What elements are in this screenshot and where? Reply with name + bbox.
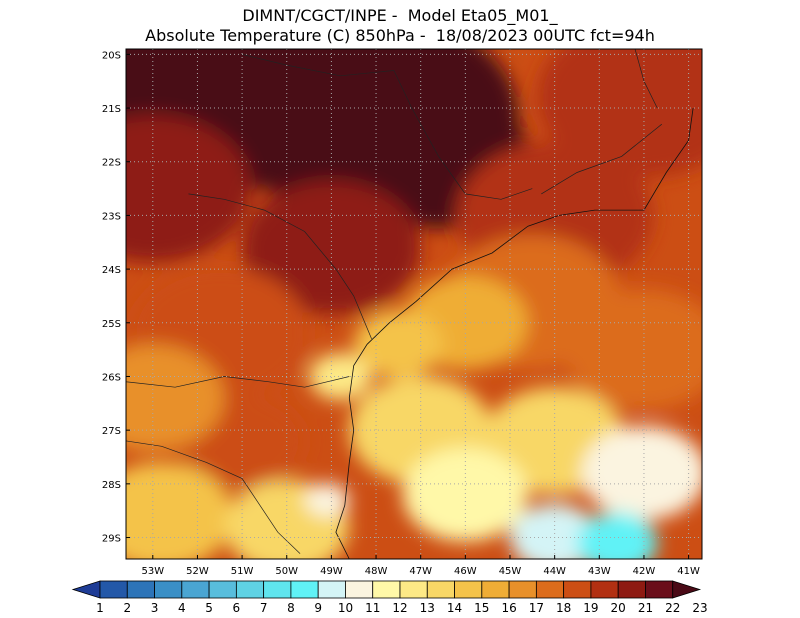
lat-tick-label: 26S — [102, 372, 121, 383]
graticule — [126, 49, 702, 559]
lat-tick-label: 28S — [102, 480, 121, 491]
colorbar-arrow-low — [71, 580, 101, 599]
coastline-borders — [126, 49, 694, 559]
colorbar-swatch — [372, 580, 401, 599]
longitude-ticks: 53W 52W 51W 50W 49W 48W 47W 46W 45W 44W 43W 42W 41W — [141, 555, 700, 577]
lon-tick-label: 52W — [186, 566, 209, 577]
colorbar-swatch — [290, 580, 319, 599]
colorbar-label: 20 — [611, 601, 626, 615]
colorbar-swatch — [235, 580, 265, 599]
colorbar-label: 21 — [638, 601, 653, 615]
lon-tick-label: 46W — [454, 566, 477, 577]
colorbar-swatch — [426, 580, 455, 599]
figure-title-line1: DIMNT/CGCT/INPE - Model Eta05_M01_ — [242, 6, 558, 25]
state-border — [541, 123, 663, 195]
temperature-region — [309, 353, 372, 400]
state-border — [188, 193, 372, 340]
colorbar-label: 22 — [665, 601, 680, 615]
colorbar-label: 18 — [556, 601, 571, 615]
colorbar-swatch — [263, 580, 292, 599]
colorbar-swatch — [317, 580, 346, 599]
colorbar-label: 13 — [420, 601, 435, 615]
temperature-region — [510, 504, 600, 559]
colorbar-label: 19 — [583, 601, 598, 615]
colorbar-label: 17 — [529, 601, 544, 615]
colorbar-label: 12 — [392, 601, 407, 615]
figure-title-line2: Absolute Temperature (C) 850hPa - 18/08/… — [145, 26, 655, 45]
temperature-region — [576, 512, 658, 559]
colorbar-label: 2 — [123, 601, 131, 615]
lat-tick-label: 25S — [102, 319, 121, 330]
lat-tick-label: 23S — [102, 211, 121, 222]
state-border — [242, 54, 533, 200]
lon-tick-label: 53W — [141, 566, 164, 577]
colorbar-swatch — [399, 580, 428, 599]
lon-tick-label: 49W — [320, 566, 343, 577]
latitude-ticks: 20S 21S 22S 23S 24S 25S 26S 27S 28S 29S — [102, 50, 130, 545]
colorbar-swatch — [590, 580, 619, 599]
lon-tick-label: 50W — [275, 566, 298, 577]
lon-tick-label: 41W — [677, 566, 700, 577]
colorbar-swatch — [563, 580, 592, 599]
colorbar-label: 1 — [96, 601, 104, 615]
temperature-region — [581, 426, 702, 520]
colorbar-label: 6 — [233, 601, 241, 615]
colorbar-label: 10 — [338, 601, 353, 615]
colorbar-swatch — [345, 580, 374, 599]
colorbar-label: 5 — [205, 601, 213, 615]
colorbar-arrow-high — [672, 580, 702, 599]
temperature-region — [563, 289, 702, 410]
lon-tick-label: 45W — [499, 566, 522, 577]
colorbar-label: 11 — [365, 601, 380, 615]
colorbar-label: 7 — [260, 601, 268, 615]
temperature-region — [402, 447, 528, 542]
coastline — [335, 108, 694, 559]
colorbar-swatch — [454, 580, 483, 599]
lon-tick-label: 42W — [633, 566, 656, 577]
colorbar-label: 14 — [447, 601, 462, 615]
colorbar-swatch — [181, 580, 210, 599]
lon-tick-label: 43W — [588, 566, 611, 577]
colorbar-label: 16 — [501, 601, 516, 615]
colorbar-swatch — [154, 580, 183, 599]
lon-tick-label: 48W — [365, 566, 388, 577]
lat-tick-label: 20S — [102, 50, 121, 61]
temperature-region — [126, 114, 251, 263]
colorbar-label: 9 — [314, 601, 322, 615]
lat-tick-label: 27S — [102, 426, 121, 437]
colorbar-swatch — [99, 580, 128, 599]
colorbar-swatch — [481, 580, 510, 599]
lon-tick-label: 51W — [231, 566, 254, 577]
colorbar-swatch — [617, 580, 646, 599]
colorbar-swatch — [508, 580, 537, 599]
colorbar-label: 15 — [474, 601, 489, 615]
lat-tick-label: 21S — [102, 104, 121, 115]
colorbar-label: 23 — [692, 601, 707, 615]
temperature-field — [126, 49, 702, 559]
temperature-region — [126, 344, 225, 452]
lat-tick-label: 24S — [102, 265, 121, 276]
colorbar-swatch — [645, 580, 674, 599]
temperature-region — [126, 462, 234, 559]
colorbar-swatch — [126, 580, 155, 599]
lon-tick-label: 44W — [543, 566, 566, 577]
colorbar-swatch — [535, 580, 565, 599]
colorbar-label: 8 — [287, 601, 295, 615]
lat-tick-label: 22S — [102, 158, 121, 169]
lat-tick-label: 29S — [102, 534, 121, 545]
state-border — [126, 440, 301, 554]
colorbar-label: 3 — [151, 601, 159, 615]
map-frame — [125, 48, 703, 560]
temperature-region — [304, 483, 350, 517]
colorbar: 1 2 3 4 5 6 7 8 9 10 11 12 13 14 15 16 17 18 19 20 21 22 23 — [71, 580, 708, 615]
state-border — [126, 376, 350, 388]
colorbar-swatch — [208, 580, 237, 599]
colorbar-label: 4 — [178, 601, 186, 615]
lon-tick-label: 47W — [409, 566, 432, 577]
